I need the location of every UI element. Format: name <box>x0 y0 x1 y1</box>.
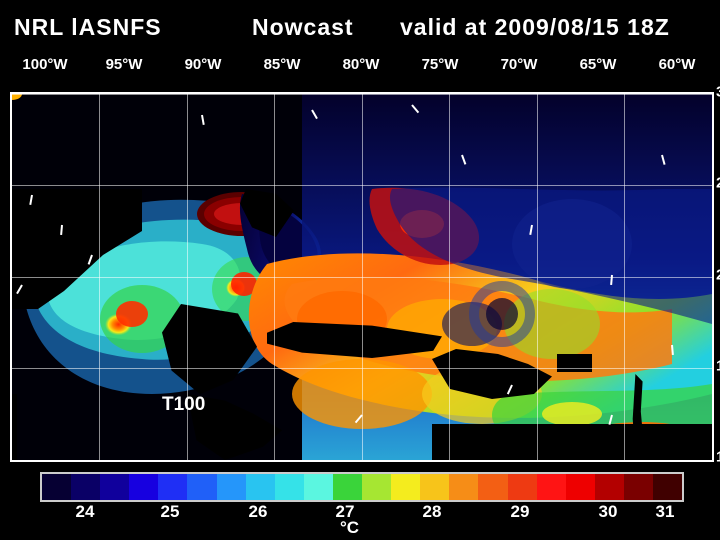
colorbar-segment-8 <box>275 474 304 500</box>
sst-nowcast-screen: NRL lASNFS Nowcast valid at 2009/08/15 1… <box>0 0 720 540</box>
top-axis-label-1: 95°W <box>106 56 143 73</box>
grid-line-horizontal <box>12 185 712 186</box>
colorbar-segment-6 <box>217 474 246 500</box>
land-puerto-rico <box>557 354 592 372</box>
sst-map[interactable]: T100 <box>10 92 714 462</box>
left-axis-labels: 30°N 25°N 20°N 15°N 10°N <box>0 92 7 458</box>
colorbar-segment-20 <box>624 474 653 500</box>
grid-line-horizontal <box>12 460 712 461</box>
colorbar-tick-labels: 24 25 26 27 28 29 30 31 <box>40 502 680 522</box>
right-axis-label-2: 20°N <box>716 267 720 284</box>
colorbar-tick-30: 30 <box>599 502 618 522</box>
colorbar-segment-21 <box>653 474 682 500</box>
top-axis-labels: 100°W 95°W 90°W 85°W 80°W 75°W 70°W 65°W… <box>0 56 720 76</box>
top-axis-label-3: 85°W <box>264 56 301 73</box>
colorbar-segment-1 <box>71 474 100 500</box>
colorbar-segment-3 <box>129 474 158 500</box>
colorbar-segment-16 <box>508 474 537 500</box>
colorbar-container[interactable]: 24 25 26 27 28 29 30 31 <box>40 472 680 522</box>
colorbar-segment-19 <box>595 474 624 500</box>
colorbar-segment-7 <box>246 474 275 500</box>
land-baja-edge <box>10 394 17 460</box>
colorbar[interactable] <box>40 472 684 502</box>
top-axis-label-5: 75°W <box>422 56 459 73</box>
sst-map-canvas: T100 <box>12 94 712 460</box>
colorbar-tick-28: 28 <box>423 502 442 522</box>
colorbar-tick-29: 29 <box>511 502 530 522</box>
top-axis-label-6: 70°W <box>501 56 538 73</box>
colorbar-segment-9 <box>304 474 333 500</box>
colorbar-segment-11 <box>362 474 391 500</box>
colorbar-segment-0 <box>42 474 71 500</box>
colorbar-unit-label: °C <box>340 518 359 538</box>
top-axis-label-7: 65°W <box>580 56 617 73</box>
colorbar-segment-13 <box>420 474 449 500</box>
colorbar-segment-5 <box>187 474 216 500</box>
right-axis-label-4: 10°N <box>716 449 720 466</box>
colorbar-segment-17 <box>537 474 566 500</box>
top-axis-label-4: 80°W <box>343 56 380 73</box>
colorbar-segment-14 <box>449 474 478 500</box>
t100-annotation-label: T100 <box>162 394 205 416</box>
colorbar-tick-26: 26 <box>249 502 268 522</box>
colorbar-segment-15 <box>478 474 507 500</box>
top-axis-label-2: 90°W <box>185 56 222 73</box>
right-axis-labels: 30°N 25°N 20°N 15°N 10°N <box>716 92 720 458</box>
colorbar-segment-2 <box>100 474 129 500</box>
top-axis-label-8: 60°W <box>659 56 696 73</box>
top-axis-label-0: 100°W <box>22 56 67 73</box>
right-axis-label-1: 25°N <box>716 175 720 192</box>
grid-line-horizontal <box>12 94 712 95</box>
right-axis-label-3: 15°N <box>716 358 720 375</box>
grid-line-horizontal <box>12 277 712 278</box>
grid-line-horizontal <box>12 368 712 369</box>
header-valid-label: valid at 2009/08/15 18Z <box>400 10 720 44</box>
colorbar-tick-25: 25 <box>161 502 180 522</box>
colorbar-tick-24: 24 <box>76 502 95 522</box>
colorbar-segment-12 <box>391 474 420 500</box>
colorbar-segment-10 <box>333 474 362 500</box>
colorbar-tick-31: 31 <box>656 502 675 522</box>
land-south-america <box>432 424 712 460</box>
colorbar-segment-4 <box>158 474 187 500</box>
right-axis-label-0: 30°N <box>716 84 720 101</box>
colorbar-segment-18 <box>566 474 595 500</box>
